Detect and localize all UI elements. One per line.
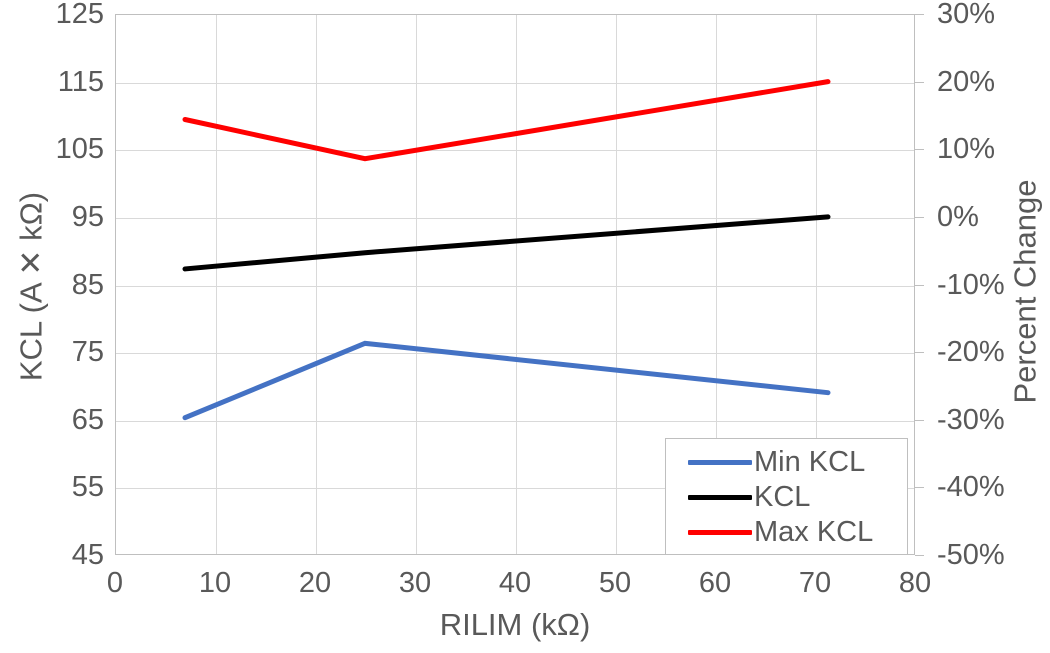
y-axis-right-tick-label: 10% xyxy=(937,133,996,166)
x-axis-ticks: 0 10 20 30 40 50 60 70 80 xyxy=(0,566,1050,606)
series-line xyxy=(182,79,831,162)
y-axis-right-tick-label: -20% xyxy=(937,336,1005,369)
y-axis-right-tick-mark xyxy=(915,14,924,15)
series-line xyxy=(182,340,831,421)
series-line xyxy=(182,214,831,272)
x-axis-tick-label: 10 xyxy=(198,567,232,599)
x-axis-tick-label: 80 xyxy=(898,567,932,599)
gridline-horizontal xyxy=(116,217,914,219)
gridline-vertical xyxy=(516,15,517,554)
y-axis-right-tick-mark xyxy=(915,419,924,421)
y-axis-left-tick-label: 115 xyxy=(57,65,104,98)
x-axis-tick-label: 0 xyxy=(106,567,124,599)
y-axis-right-tick-label: -40% xyxy=(937,471,1005,504)
y-axis-right-ticks: -50% -40% -30% -20% -10% 0% 10% 20% 30% xyxy=(915,0,1045,653)
y-axis-right-tick-mark xyxy=(915,284,924,286)
y-axis-right-tick-mark xyxy=(915,216,924,218)
x-axis-tick-label: 20 xyxy=(298,567,332,599)
gridline-vertical xyxy=(716,15,717,554)
y-axis-left-tick-label: 85 xyxy=(71,268,104,301)
y-axis-right-tick-mark xyxy=(915,352,924,354)
legend-item[interactable]: KCL xyxy=(666,480,907,515)
x-axis-tick-label: 60 xyxy=(698,567,732,599)
x-axis-tick-label: 40 xyxy=(498,567,532,599)
chart-legend: Min KCL KCL Max KCL xyxy=(665,438,908,555)
y-axis-left-tick-label: 105 xyxy=(55,133,104,166)
legend-item[interactable]: Max KCL xyxy=(666,515,907,550)
y-axis-left-tick-label: 65 xyxy=(71,403,104,436)
y-axis-left-ticks: 45 55 65 75 85 95 105 115 125 xyxy=(0,0,104,653)
y-axis-left-title-wrapper: KCL (A ✕ kΩ) xyxy=(0,0,49,653)
gridline-horizontal xyxy=(116,285,914,287)
y-axis-right-tick-label: -10% xyxy=(937,268,1005,301)
y-axis-left-tick-label: 55 xyxy=(71,471,104,504)
y-axis-right-tick-mark xyxy=(915,81,924,83)
y-axis-right-tick-label: -50% xyxy=(937,539,1005,571)
y-axis-right-tick-label: 0% xyxy=(937,200,979,233)
gridline-horizontal xyxy=(116,150,914,152)
legend-item-label: KCL xyxy=(754,481,811,513)
legend-item-label: Min KCL xyxy=(754,446,866,478)
gridline-vertical xyxy=(616,15,617,554)
x-axis-tick-label: 50 xyxy=(598,567,632,599)
y-axis-left-title: KCL (A ✕ kΩ) xyxy=(13,191,49,382)
y-axis-left-tick-label: 125 xyxy=(55,0,104,30)
y-axis-right-tick-label: 30% xyxy=(937,0,996,30)
y-axis-left-tick-label: 45 xyxy=(71,539,104,571)
gridline-horizontal xyxy=(116,488,914,490)
x-axis-tick-label: 70 xyxy=(798,567,832,599)
gridline-vertical xyxy=(216,15,217,554)
gridline-vertical xyxy=(316,15,317,554)
gridline-horizontal xyxy=(116,353,914,355)
y-axis-right-title-wrapper: Percent Change xyxy=(1000,0,1050,653)
legend-color-swatch xyxy=(688,495,752,500)
y-axis-right-tick-mark xyxy=(915,149,924,151)
legend-color-swatch xyxy=(688,530,752,535)
legend-item[interactable]: Min KCL xyxy=(666,445,907,480)
y-axis-left-tick-label: 95 xyxy=(71,200,104,233)
y-axis-right-tick-label: -30% xyxy=(937,403,1005,436)
gridline-horizontal xyxy=(116,82,914,84)
x-axis-title: RILIM (kΩ) xyxy=(439,607,591,642)
y-axis-right-tick-label: 20% xyxy=(937,65,996,98)
gridline-vertical xyxy=(416,15,417,554)
plot-area xyxy=(115,14,915,555)
y-axis-right-title: Percent Change xyxy=(1007,179,1043,404)
gridline-horizontal xyxy=(116,420,914,422)
legend-item-label: Max KCL xyxy=(754,516,874,548)
y-axis-left-tick-label: 75 xyxy=(71,336,104,369)
legend-color-swatch xyxy=(688,460,752,465)
y-axis-right-tick-mark xyxy=(915,487,924,489)
data-series-layer xyxy=(182,79,831,421)
gridline-vertical xyxy=(816,15,817,554)
y-axis-right-tick-mark xyxy=(915,555,924,556)
x-axis-tick-label: 30 xyxy=(398,567,432,599)
